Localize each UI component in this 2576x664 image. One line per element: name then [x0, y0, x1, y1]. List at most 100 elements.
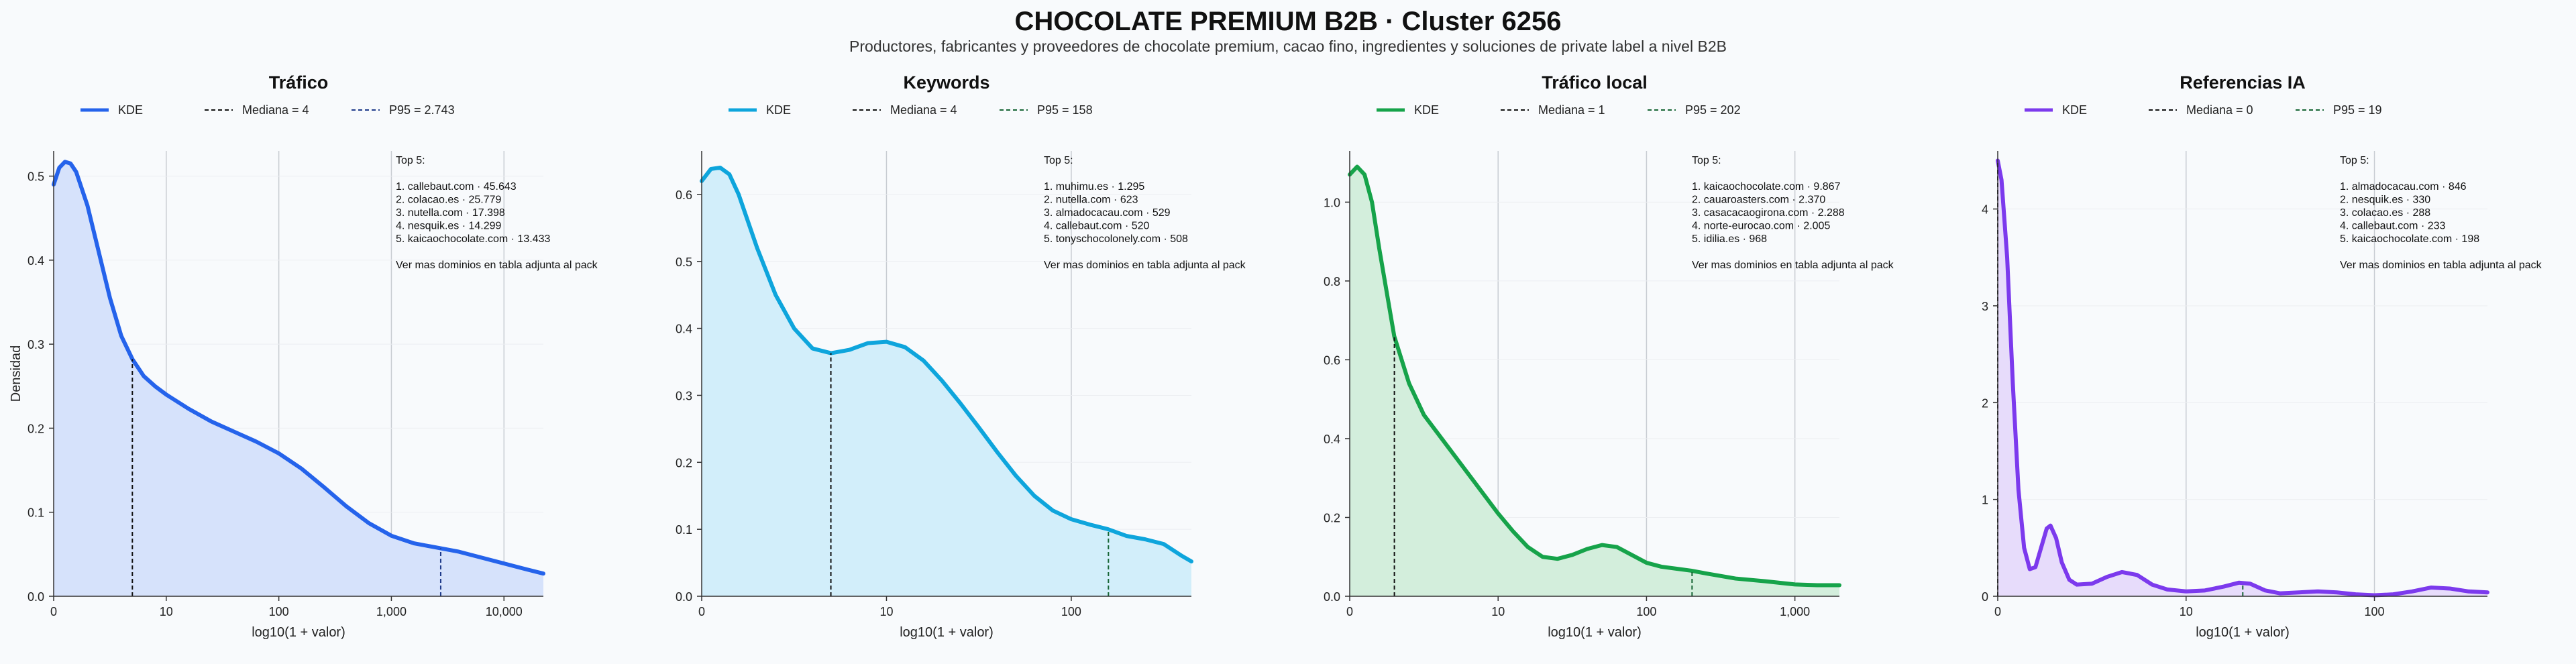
top5-annotation-line: Ver mas dominios en tabla adjunta al pac…	[1692, 260, 1894, 271]
top5-annotation-line: Ver mas dominios en tabla adjunta al pac…	[1044, 260, 1246, 271]
top5-annotation-line: 1. almadocacau.com · 846	[2340, 181, 2467, 192]
legend-p95-label: P95 = 19	[2333, 103, 2382, 117]
top5-annotation-line: Top 5:	[1044, 155, 1073, 166]
y-tick-label: 0.4	[1324, 433, 1340, 446]
y-tick-label: 0.8	[1324, 275, 1340, 288]
top5-annotation-line: 1. kaicaochocolate.com · 9.867	[1692, 181, 1841, 192]
page-title: CHOCOLATE PREMIUM B2B · Cluster 6256	[1014, 7, 1562, 36]
top5-annotation-line: 3. almadocacau.com · 529	[1044, 207, 1171, 219]
kde-area	[1350, 166, 1839, 597]
y-tick-label: 0.4	[28, 254, 44, 268]
chart-panel-keywords: Keywords KDE Mediana = 4 P95 = 158 0 10 100 0.0…	[676, 72, 1246, 640]
y-tick-label: 0.1	[28, 506, 44, 520]
top5-annotation-line: 1. callebaut.com · 45.643	[396, 181, 517, 192]
y-tick-label: 0.5	[28, 170, 44, 184]
legend-kde-label: KDE	[1414, 103, 1439, 117]
legend-p95-label: P95 = 202	[1685, 103, 1741, 117]
legend-median-label: Mediana = 4	[242, 103, 309, 117]
y-tick-label: 0.6	[1324, 353, 1340, 367]
y-tick-label: 0.3	[676, 389, 692, 402]
legend-p95-label: P95 = 2.743	[389, 103, 455, 117]
chart-title: Keywords	[903, 72, 989, 93]
x-tick-label: 0	[1994, 605, 2001, 618]
kde-line	[700, 165, 1193, 564]
y-axis-label: Densidad	[9, 345, 23, 402]
chart-panel-trafico-local: Tráfico local KDE Mediana = 1 P95 = 202 0 10 1…	[1324, 72, 1894, 640]
top5-annotation-line: 4. callebaut.com · 520	[1044, 221, 1150, 232]
top5-annotation-line: 4. norte-eurocao.com · 2.005	[1692, 221, 1830, 232]
kde-area	[1998, 160, 2487, 596]
top5-annotation-line: 3. nutella.com · 17.398	[396, 207, 505, 219]
y-tick-label: 0.4	[676, 323, 692, 336]
y-tick-label: 0	[1982, 590, 1988, 604]
legend-median-label: Mediana = 1	[1538, 103, 1605, 117]
top5-annotation-line: 2. colacao.es · 25.779	[396, 195, 502, 206]
top5-annotation-line: 1. muhimu.es · 1.295	[1044, 181, 1144, 192]
x-axis-label: log10(1 + valor)	[900, 625, 994, 640]
chart-title: Tráfico	[269, 72, 329, 93]
top5-annotation-line: 5. kaicaochocolate.com · 198	[2340, 233, 2479, 245]
x-tick-label: 0	[1346, 605, 1353, 618]
chart-panel-trafico: Tráfico KDE Mediana = 4 P95 = 2.743 0 10 100 1,…	[9, 72, 598, 640]
y-tick-label: 0.0	[28, 590, 44, 604]
y-tick-label: 0.0	[676, 590, 692, 604]
x-tick-label: 100	[269, 605, 289, 618]
top5-annotation-line: 5. kaicaochocolate.com · 13.433	[396, 233, 550, 245]
y-tick-label: 1	[1982, 494, 1988, 507]
x-tick-label: 10	[1491, 605, 1505, 618]
x-tick-label: 0	[50, 605, 57, 618]
x-axis-label: log10(1 + valor)	[1548, 625, 1642, 640]
y-tick-label: 0.3	[28, 338, 44, 351]
y-tick-label: 4	[1982, 203, 1988, 217]
legend-kde-label: KDE	[2062, 103, 2087, 117]
top5-annotation-line: Ver mas dominios en tabla adjunta al pac…	[2340, 260, 2542, 271]
y-tick-label: 0.2	[1324, 511, 1340, 524]
top5-annotation-line: 4. nesquik.es · 14.299	[396, 221, 502, 232]
top5-annotation-line: 5. tonyschocolonely.com · 508	[1044, 233, 1188, 245]
y-tick-label: 1.0	[1324, 196, 1340, 209]
x-tick-label: 0	[698, 605, 705, 618]
top5-annotation-line: Top 5:	[1692, 155, 1721, 166]
kde-area	[54, 162, 543, 596]
y-tick-label: 0.2	[676, 456, 692, 469]
x-tick-label: 100	[2365, 605, 2385, 618]
x-tick-label: 100	[1636, 605, 1656, 618]
kde-area	[702, 167, 1191, 596]
legend-median-label: Mediana = 0	[2186, 103, 2253, 117]
kde-line	[52, 160, 545, 576]
top5-annotation-line: 4. callebaut.com · 233	[2340, 221, 2446, 232]
top5-annotation-line: Top 5:	[396, 155, 425, 166]
legend-kde-label: KDE	[766, 103, 791, 117]
x-axis-label: log10(1 + valor)	[252, 625, 345, 640]
kde-line	[1996, 158, 2489, 598]
y-tick-label: 0.0	[1324, 590, 1340, 604]
y-tick-label: 0.5	[676, 256, 692, 269]
x-tick-label: 10	[879, 605, 893, 618]
y-tick-label: 3	[1982, 300, 1988, 313]
y-tick-label: 0.6	[676, 188, 692, 202]
chart-title: Referencias IA	[2180, 72, 2306, 93]
kde-line	[1348, 164, 1841, 588]
top5-annotation-line: Top 5:	[2340, 155, 2369, 166]
x-tick-label: 100	[1061, 605, 1081, 618]
x-tick-label: 10,000	[486, 605, 523, 618]
chart-title: Tráfico local	[1542, 72, 1648, 93]
top5-annotation-line: 3. casacacaogirona.com · 2.288	[1692, 207, 1845, 219]
x-tick-label: 1,000	[376, 605, 407, 618]
legend-kde-label: KDE	[118, 103, 143, 117]
x-tick-label: 10	[160, 605, 173, 618]
x-axis-label: log10(1 + valor)	[2196, 625, 2290, 640]
y-tick-label: 2	[1982, 396, 1988, 410]
top5-annotation-line: 2. nesquik.es · 330	[2340, 195, 2430, 206]
top5-annotation-line: 3. colacao.es · 288	[2340, 207, 2430, 219]
y-tick-label: 0.2	[28, 422, 44, 435]
top5-annotation-line: 5. idilia.es · 968	[1692, 233, 1767, 245]
x-tick-label: 1,000	[1780, 605, 1810, 618]
legend-p95-label: P95 = 158	[1037, 103, 1093, 117]
page-subtitle: Productores, fabricantes y proveedores d…	[849, 38, 1727, 55]
x-tick-label: 10	[2180, 605, 2193, 618]
top5-annotation-line: Ver mas dominios en tabla adjunta al pac…	[396, 260, 598, 271]
top5-annotation-line: 2. nutella.com · 623	[1044, 195, 1138, 206]
top5-annotation-line: 2. cauaroasters.com · 2.370	[1692, 195, 1825, 206]
